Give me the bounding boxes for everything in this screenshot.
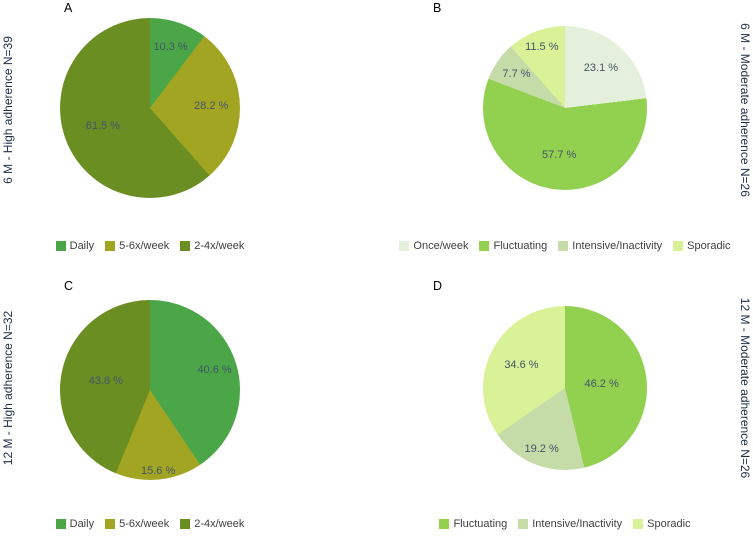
legend-item: Intensive/Inactivity <box>558 240 662 252</box>
legend-swatch <box>439 519 450 529</box>
pie-percentage-label: 61.5 % <box>85 119 120 132</box>
legend-label: 2-4x/week <box>194 518 245 530</box>
legend: Daily 5-6x/week 2-4x/week <box>0 518 300 530</box>
legend-label: Intensive/Inactivity <box>572 240 663 252</box>
pie-chart: 10.3 % 28.2 % 61.5 % <box>60 18 240 198</box>
legend-label: Sporadic <box>687 240 731 252</box>
legend-swatch <box>180 519 191 529</box>
legend-label: Once/week <box>413 240 469 252</box>
panel-letter: A <box>64 1 73 15</box>
pie-chart: 23.1 % 57.7 % 7.7 % 11.5 % <box>483 26 647 190</box>
legend-label: 5-6x/week <box>119 518 170 530</box>
pie-percentage-label: 15.6 % <box>141 464 176 477</box>
legend-item: Once/week <box>399 240 468 252</box>
legend-item: Sporadic <box>673 240 731 252</box>
legend: Daily 5-6x/week 2-4x/week <box>0 240 300 252</box>
legend-swatch <box>518 519 529 529</box>
pie-percentage-label: 57.7 % <box>542 149 577 162</box>
legend-label: Daily <box>69 518 95 530</box>
legend-swatch <box>633 519 644 529</box>
panel-D: D 12 M - Moderate adherence N=26 46.2 % 1… <box>377 278 753 556</box>
legend-label: Intensive/Inactivity <box>532 518 623 530</box>
pie-percentage-label: 43.8 % <box>88 375 123 388</box>
pie-percentage-label: 19.2 % <box>524 443 559 456</box>
row-axis-label: 6 M - High adherence N=39 <box>1 36 15 184</box>
legend-swatch <box>105 519 116 529</box>
pie <box>60 300 240 480</box>
legend-item: Fluctuating <box>479 240 547 252</box>
legend-item: Fluctuating <box>439 518 507 530</box>
legend: Fluctuating Intensive/Inactivity Sporadic <box>383 518 747 530</box>
pie <box>483 26 647 190</box>
legend: Once/week Fluctuating Intensive/Inactivity… <box>383 240 747 252</box>
pie <box>483 306 647 470</box>
pie-percentage-label: 10.3 % <box>153 40 188 53</box>
pie-percentage-label: 23.1 % <box>583 61 619 74</box>
legend-item: Intensive/Inactivity <box>518 518 622 530</box>
legend-swatch <box>479 241 490 251</box>
legend-label: Fluctuating <box>453 518 508 530</box>
pie-chart: 46.2 % 19.2 % 34.6 % <box>483 306 647 470</box>
panel-B: B 6 M - Moderate adherence N=26 23.1 % 57… <box>377 0 753 278</box>
row-axis-label: 12 M - High adherence N=32 <box>1 310 15 466</box>
legend-swatch <box>105 241 116 251</box>
row-axis-label: 6 M - Moderate adherence N=26 <box>738 23 752 197</box>
legend-item: Daily <box>55 518 95 530</box>
legend-swatch <box>673 241 684 251</box>
pie-chart: 40.6 % 15.6 % 43.8 % <box>60 300 240 480</box>
panel-letter: C <box>64 279 74 293</box>
row-axis-label: 12 M - Moderate adherence N=26 <box>738 297 752 479</box>
panel-letter: D <box>433 279 443 293</box>
legend-label: Sporadic <box>647 518 691 530</box>
legend-swatch <box>180 241 191 251</box>
legend-swatch <box>399 241 410 251</box>
legend-swatch <box>558 241 569 251</box>
legend-label: Fluctuating <box>493 240 548 252</box>
pie-percentage-label: 46.2 % <box>584 377 619 390</box>
panel-letter: B <box>433 1 442 15</box>
panel-C: C 12 M - High adherence N=32 40.6 % 15.6 … <box>0 278 377 556</box>
legend-item: 5-6x/week <box>105 240 169 252</box>
legend-item: 5-6x/week <box>105 518 169 530</box>
pie-percentage-label: 7.7 % <box>502 68 531 81</box>
pie <box>60 18 240 198</box>
pie-percentage-label: 28.2 % <box>194 99 229 112</box>
pie-percentage-label: 34.6 % <box>504 359 539 372</box>
legend-item: Daily <box>55 240 95 252</box>
legend-swatch <box>55 519 66 529</box>
panel-A: A 6 M - High adherence N=39 10.3 % 28.2 %… <box>0 0 377 278</box>
pie-percentage-label: 40.6 % <box>197 364 232 377</box>
pie-percentage-label: 11.5 % <box>525 40 559 53</box>
legend-item: Sporadic <box>633 518 691 530</box>
legend-swatch <box>55 241 66 251</box>
legend-item: 2-4x/week <box>180 518 244 530</box>
legend-item: 2-4x/week <box>180 240 244 252</box>
legend-label: 5-6x/week <box>119 240 170 252</box>
legend-label: 2-4x/week <box>194 240 245 252</box>
legend-label: Daily <box>69 240 95 252</box>
